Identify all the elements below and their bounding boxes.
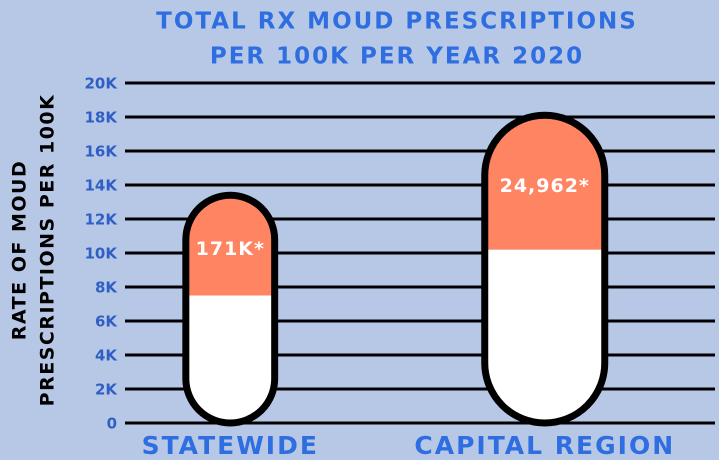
y-tick-label: 20K xyxy=(85,75,119,93)
y-axis-label: RATE OF MOUD PRESCRIPTIONS PER 100K xyxy=(9,94,59,407)
y-tick-label: 18K xyxy=(85,109,119,127)
pill-outline xyxy=(182,191,279,427)
pill xyxy=(185,195,275,423)
y-tick-label: 14K xyxy=(85,177,119,195)
pill xyxy=(484,115,605,423)
annotation: 24,962* xyxy=(500,175,590,197)
chart-title: PER 100K PER YEAR 2020 xyxy=(210,44,584,70)
y-tick-label: 12K xyxy=(85,211,119,229)
x-tick-label: STATEWIDE xyxy=(142,431,319,460)
annotation: 171K* xyxy=(196,238,265,260)
y-tick-label: 0 xyxy=(107,415,117,433)
y-tick-label: 8K xyxy=(95,279,118,297)
y-tick-label: 2K xyxy=(95,381,118,399)
y-axis-label-line: RATE OF MOUD xyxy=(9,160,31,340)
x-tick-label: CAPITAL REGION xyxy=(414,431,675,460)
pill-segment xyxy=(484,115,605,250)
y-axis-label-line: PRESCRIPTIONS PER 100K xyxy=(37,94,59,407)
y-tick-label: 6K xyxy=(95,313,118,331)
pill-outline xyxy=(481,111,609,427)
chart-title: TOTAL RX MOUD PRESCRIPTIONS xyxy=(156,9,638,35)
y-tick-label: 10K xyxy=(85,245,119,263)
pill-segment xyxy=(185,195,275,296)
pill-segment xyxy=(185,295,275,423)
y-tick-label: 4K xyxy=(95,347,118,365)
pill-segment xyxy=(484,249,605,423)
y-tick-label: 16K xyxy=(85,143,119,161)
